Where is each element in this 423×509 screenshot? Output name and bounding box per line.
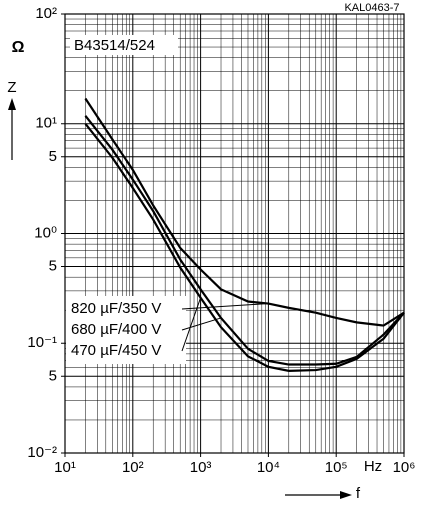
y-tick-label: 10¹: [35, 115, 57, 132]
x-unit: Hz: [364, 458, 382, 475]
y-arrowhead: [8, 98, 16, 110]
leader-line: [181, 303, 269, 310]
y-tick-label: 10⁰: [34, 224, 57, 241]
x-tick-label: 10⁶: [393, 459, 416, 476]
y-tick-label: 10⁻²: [27, 444, 57, 461]
y-tick-label: 10⁻¹: [27, 334, 57, 351]
x-tick-label: 10⁵: [325, 459, 348, 476]
leader-line: [181, 297, 202, 352]
title-box: [70, 35, 178, 55]
plot-frame: [64, 13, 405, 454]
x-axis-label: f: [356, 485, 361, 502]
series-line: [84, 123, 405, 372]
legend-box: [66, 296, 186, 364]
legend-label: 470 µF/450 V: [71, 342, 161, 359]
x-tick-label: 10³: [190, 459, 212, 476]
x-tick-label: 10²: [122, 459, 144, 476]
x-arrowhead: [340, 491, 352, 499]
y-axis-label: Z: [7, 79, 16, 96]
leader-line: [181, 317, 222, 331]
y-unit: Ω: [12, 39, 25, 56]
legend-label: 820 µF/350 V: [71, 300, 161, 317]
series-line: [84, 97, 405, 327]
chart-title: B43514/524: [74, 37, 155, 54]
x-tick-label: 10¹: [54, 459, 76, 476]
legend-label: 680 µF/400 V: [71, 321, 161, 338]
figure-code: KAL0463-7: [344, 2, 399, 14]
y-tick-label: 10²: [35, 5, 57, 22]
y-tick-label: 5: [49, 258, 57, 275]
y-tick-label: 5: [49, 367, 57, 384]
x-tick-label: 10⁴: [257, 459, 280, 476]
y-tick-label: 5: [49, 148, 57, 165]
series-line: [84, 115, 405, 366]
